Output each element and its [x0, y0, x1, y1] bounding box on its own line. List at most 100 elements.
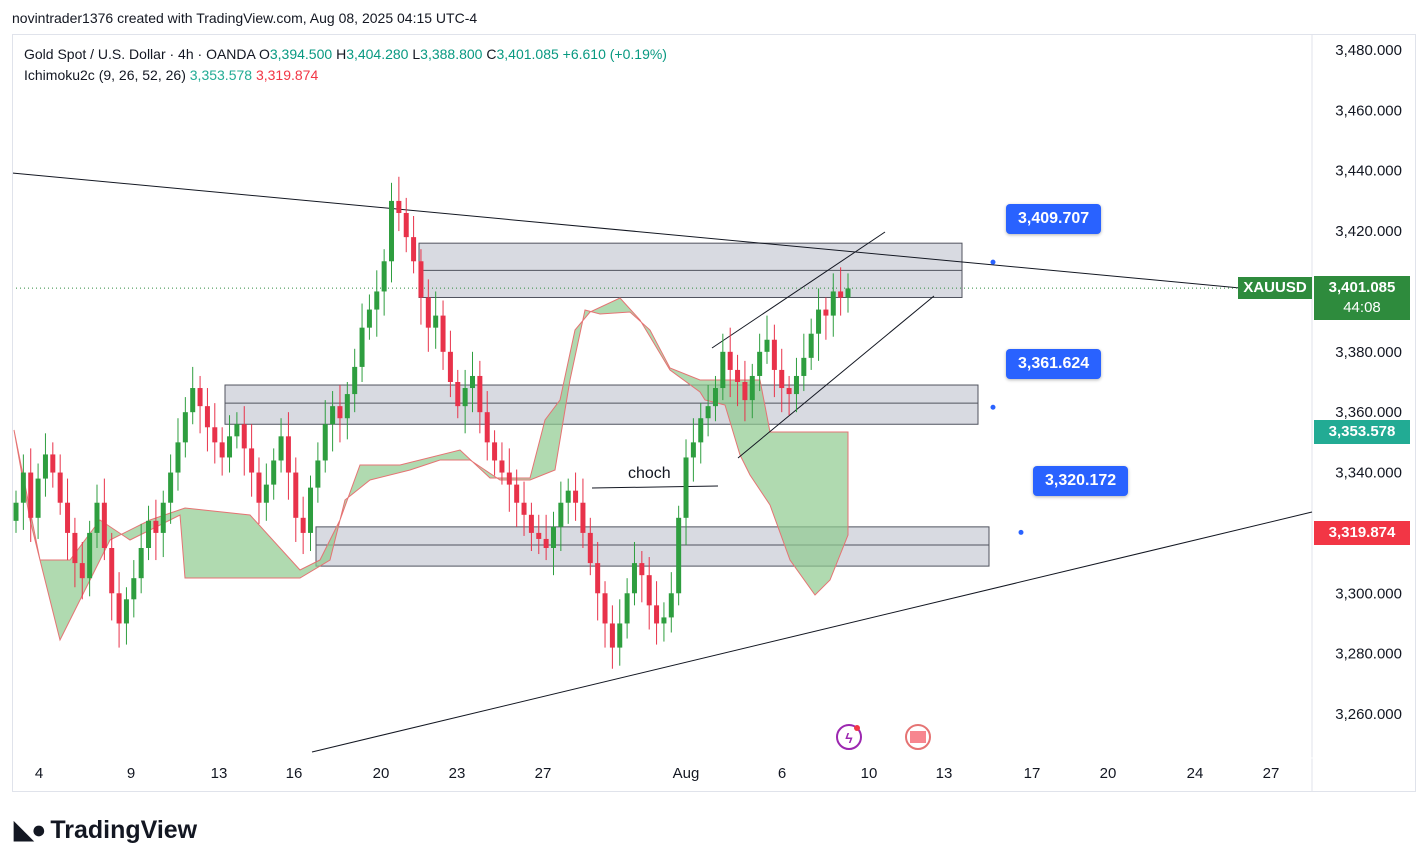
candle-body — [823, 309, 829, 316]
candle-body — [757, 351, 763, 376]
candle-body — [300, 517, 306, 533]
y-tick-label: 3,340.000 — [1335, 465, 1402, 482]
candle-body — [801, 357, 807, 376]
candle-body — [389, 200, 395, 262]
candle-body — [197, 388, 203, 407]
x-tick-label: 23 — [449, 765, 466, 782]
candle-body — [116, 593, 122, 624]
candle-body — [418, 261, 424, 298]
candle-body — [668, 593, 674, 618]
price-callout[interactable]: 3,320.172 — [1033, 466, 1129, 497]
candle-body — [617, 623, 623, 648]
choch-label: choch — [628, 465, 671, 482]
high-value: 3,404.280 — [346, 46, 409, 62]
event-dot-icon — [854, 725, 860, 731]
candle-body — [330, 406, 336, 425]
candle-body — [315, 460, 321, 488]
candle-body — [786, 388, 792, 395]
candle-body — [109, 548, 115, 594]
x-tick-label: 20 — [373, 765, 390, 782]
x-tick-label: Aug — [673, 765, 700, 782]
candle-body — [528, 514, 534, 533]
candle-body — [793, 375, 799, 395]
y-tick-label: 3,420.000 — [1335, 223, 1402, 240]
candle-body — [403, 212, 409, 238]
x-tick-label: 24 — [1187, 765, 1204, 782]
close-label: C — [486, 46, 497, 62]
candle-body — [212, 427, 218, 443]
bar-countdown: 44:08 — [1343, 299, 1381, 317]
x-tick-label: 13 — [211, 765, 228, 782]
ichimoku-price-label: 3,353.578 — [1314, 419, 1410, 444]
candle-body — [293, 472, 299, 518]
x-tick-label: 6 — [778, 765, 786, 782]
symbol-title[interactable]: Gold Spot / U.S. Dollar · 4h · OANDA — [24, 46, 256, 62]
candle-body — [249, 448, 255, 473]
candle-body — [101, 502, 107, 548]
last-price-value: 3,401.085 — [1328, 279, 1396, 297]
candle-body — [13, 502, 19, 521]
candle-body — [94, 502, 100, 533]
candle-body — [57, 472, 63, 503]
open-value: 3,394.500 — [269, 46, 333, 62]
x-tick-label: 17 — [1024, 765, 1041, 782]
x-tick-label: 13 — [936, 765, 953, 782]
open-label: O — [258, 46, 270, 62]
y-tick-label: 3,300.000 — [1335, 585, 1402, 602]
candle-body — [308, 487, 314, 533]
candle-body — [550, 526, 556, 548]
candle-body — [79, 563, 85, 579]
candle-body — [580, 502, 586, 533]
candle-body — [830, 291, 836, 316]
choch-line — [591, 485, 719, 489]
demand-zone — [224, 384, 979, 425]
y-tick-label: 3,460.000 — [1335, 102, 1402, 119]
candle-body — [587, 532, 593, 564]
candle-body — [381, 261, 387, 292]
chart-frame — [12, 34, 1416, 792]
candle-body — [595, 563, 601, 594]
candle-body — [484, 412, 490, 443]
tradingview-logo: ◣● TradingView — [14, 815, 197, 845]
high-label: H — [336, 46, 347, 62]
price-callout[interactable]: 3,409.707 — [1006, 204, 1102, 235]
ichimoku-price-label: 3,319.874 — [1314, 521, 1410, 546]
candle-body — [35, 478, 41, 518]
channel-upper-line — [711, 231, 886, 349]
candle-body — [602, 593, 608, 624]
candle-body — [631, 563, 637, 594]
y-tick-label: 3,440.000 — [1335, 163, 1402, 180]
candle-body — [492, 442, 498, 461]
candle-body — [521, 502, 527, 515]
candle-body — [654, 605, 660, 624]
change-value: +6.610 (+0.19%) — [562, 46, 667, 62]
candle-body — [50, 454, 56, 473]
candle-body — [285, 436, 291, 473]
candle-body — [455, 382, 461, 407]
candle-body — [462, 388, 468, 407]
candle-body — [536, 532, 542, 539]
candle-body — [808, 333, 814, 358]
candle-body — [440, 315, 446, 352]
y-tick-label: 3,260.000 — [1335, 706, 1402, 723]
candle-body — [499, 460, 505, 473]
candle-body — [366, 309, 372, 328]
candle-body — [609, 623, 615, 648]
candle-body — [779, 369, 785, 389]
close-value: 3,401.085 — [496, 46, 559, 62]
x-tick-label: 4 — [35, 765, 43, 782]
candle-body — [639, 563, 645, 576]
lightning-glyph-icon: ϟ — [845, 730, 853, 746]
candle-body — [543, 538, 549, 548]
candle-body — [683, 457, 689, 518]
x-tick-label: 27 — [535, 765, 552, 782]
last-price-tag: 3,401.085 44:08 — [1314, 276, 1410, 321]
indicator-title[interactable]: Ichimoku2c (9, 26, 52, 26) — [24, 67, 186, 83]
tradingview-logo-icon: ◣● — [14, 816, 46, 844]
candle-body — [234, 424, 240, 437]
last-price-symbol-tag[interactable]: XAUUSD — [1238, 277, 1312, 300]
candle-body — [573, 490, 579, 503]
candle-body — [72, 532, 78, 564]
price-callout[interactable]: 3,361.624 — [1006, 349, 1102, 380]
